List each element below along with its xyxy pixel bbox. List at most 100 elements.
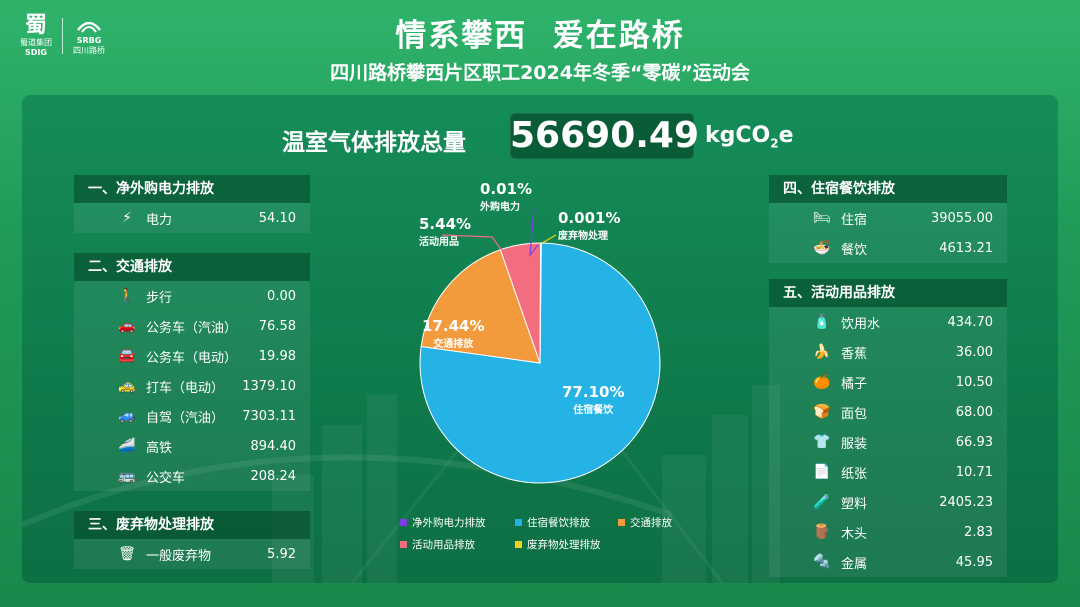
legend-item: 废弃物处理排放 [515, 537, 601, 552]
item-value: 2405.23 [939, 494, 993, 510]
item-label: 服装 [841, 436, 868, 452]
item-value: 66.93 [955, 434, 993, 450]
item-icon: 🛏 [813, 210, 831, 226]
item-label: 塑料 [841, 496, 868, 512]
item-label: 高铁 [146, 440, 173, 456]
section-body: 🧴 饮用水 434.70 🍌 香蕉 36.00 🍊 橘子 10.50 🍞 面包 68.00 👕 服装 66.… [769, 307, 1007, 577]
item-value: 208.24 [250, 468, 297, 484]
pie-slice-1 [419, 242, 661, 484]
item-value: 36.00 [955, 344, 993, 360]
sdig-logo-name: 蜀道集团 [20, 38, 52, 47]
legend-swatch [515, 519, 522, 526]
legend-label: 住宿餐饮排放 [527, 517, 590, 529]
list-item: ⚡ 电力 54.10 [74, 203, 310, 233]
pie-leader-0 [529, 206, 539, 257]
unit-sub: 2 [770, 136, 779, 151]
pie-label-name: 交通排放 [433, 339, 474, 350]
item-value: 2.83 [964, 524, 993, 540]
pie-label-name: 住宿餐饮 [573, 405, 614, 416]
section-body: 🚶 步行 0.00 🚗 公务车（汽油） 76.58 🚘 公务车（电动） 19.98 🚕 打车（电动）… [74, 281, 310, 491]
section-title: 四、住宿餐饮排放 [769, 175, 1007, 203]
legend-item: 交通排放 [618, 515, 672, 530]
sdig-logo-glyph: 蜀 [24, 13, 47, 38]
item-icon: 🚕 [118, 378, 136, 394]
section-title: 二、交通排放 [74, 253, 310, 281]
pie-label-2: 17.44% 交通排放 [422, 317, 484, 350]
item-value: 434.70 [947, 314, 994, 330]
list-item: 🚗 公务车（汽油） 76.58 [74, 311, 310, 341]
pie-label-percent: 17.44% [422, 317, 485, 335]
section-title: 三、废弃物处理排放 [74, 511, 310, 539]
item-icon: 🍌 [813, 344, 831, 360]
item-value: 10.71 [955, 464, 993, 480]
main-panel: 温室气体排放总量 56690.49 kgCO2e 一、净外购电力排放 ⚡ 电力 54… [22, 95, 1058, 583]
legend-swatch [515, 541, 522, 548]
pie-slice-2 [420, 249, 541, 364]
legend-label: 净外购电力排放 [412, 517, 486, 529]
item-label: 公务车（电动） [146, 350, 238, 366]
page-subtitle: 四川路桥攀西片区职工2024年冬季“零碳”运动会 [330, 62, 750, 84]
list-item: 👕 服装 66.93 [769, 427, 1007, 457]
item-label: 自驾（汽油） [146, 410, 225, 426]
item-label: 打车（电动） [146, 380, 225, 396]
item-icon: 🪵 [813, 524, 831, 540]
section-lodging-dining: 四、住宿餐饮排放 🛏 住宿 39055.00 🍜 餐饮 4613.21 [769, 175, 1007, 263]
pie-label-name: 废弃物处理 [558, 231, 608, 242]
item-label: 公交车 [146, 470, 186, 486]
item-value: 54.10 [258, 210, 296, 226]
item-label: 电力 [146, 212, 173, 228]
item-icon: 🚶 [118, 288, 136, 304]
item-icon: 📄 [813, 464, 831, 480]
list-item: 🚄 高铁 894.40 [74, 431, 310, 461]
section-title: 一、净外购电力排放 [74, 175, 310, 203]
list-item: 🚘 公务车（电动） 19.98 [74, 341, 310, 371]
item-label: 金属 [841, 556, 868, 572]
list-item: 🍞 面包 68.00 [769, 397, 1007, 427]
list-item: 🪵 木头 2.83 [769, 517, 1007, 547]
item-label: 橘子 [841, 376, 868, 392]
logo-divider [62, 18, 63, 54]
item-icon: 👕 [813, 434, 831, 450]
item-label: 住宿 [841, 212, 868, 228]
pie-label-3: 5.44% 活动用品 [419, 215, 471, 248]
list-item: 🚌 公交车 208.24 [74, 461, 310, 491]
logo-group: 蜀 蜀道集团 SDIG SRBG 四川路桥 [20, 14, 105, 58]
pie-label-0: 0.01% 外购电力 [480, 180, 532, 213]
legend-label: 活动用品排放 [412, 539, 475, 551]
list-item: 📄 纸张 10.71 [769, 457, 1007, 487]
item-icon: 🧪 [813, 494, 831, 510]
item-icon: 🍞 [813, 404, 831, 420]
item-value: 4613.21 [939, 240, 993, 256]
item-icon: 🚌 [118, 468, 136, 484]
list-item: 🍊 橘子 10.50 [769, 367, 1007, 397]
srbg-logo-icon [77, 21, 101, 33]
sdig-logo-en: SDIG [25, 48, 47, 57]
pie-label-percent: 5.44% [419, 215, 472, 233]
section-transport: 二、交通排放 🚶 步行 0.00 🚗 公务车（汽油） 76.58 🚘 公务车（电动） 19.98… [74, 253, 310, 491]
legend-label: 交通排放 [630, 517, 672, 529]
item-value: 76.58 [258, 318, 296, 334]
legend-item: 住宿餐饮排放 [515, 515, 590, 530]
item-value: 1379.10 [242, 378, 296, 394]
list-item: 🔩 金属 45.95 [769, 547, 1007, 577]
unit-main: kgCO [705, 123, 771, 148]
legend-swatch [618, 519, 625, 526]
list-item: 🚶 步行 0.00 [74, 281, 310, 311]
list-item: 🚕 打车（电动） 1379.10 [74, 371, 310, 401]
pie-label-percent: 0.01% [480, 180, 533, 198]
legend-label: 废弃物处理排放 [527, 539, 601, 551]
item-label: 公务车（汽油） [146, 320, 238, 336]
pie-label-1: 77.10% 住宿餐饮 [562, 383, 624, 416]
item-value: 894.40 [250, 438, 297, 454]
item-value: 7303.11 [242, 408, 296, 424]
sdig-logo: 蜀 蜀道集团 SDIG [20, 14, 52, 58]
item-icon: 🧴 [813, 314, 831, 330]
page-title: 情系攀西 爱在路桥 [395, 18, 685, 54]
total-label: 温室气体排放总量 [282, 130, 466, 156]
item-label: 餐饮 [841, 242, 868, 258]
item-icon: 🍊 [813, 374, 831, 390]
list-item: 🚙 自驾（汽油） 7303.11 [74, 401, 310, 431]
legend-item: 活动用品排放 [400, 537, 475, 552]
section-event-supplies: 五、活动用品排放 🧴 饮用水 434.70 🍌 香蕉 36.00 🍊 橘子 10.50 🍞 面包 68… [769, 279, 1007, 577]
legend-item: 净外购电力排放 [400, 515, 486, 530]
